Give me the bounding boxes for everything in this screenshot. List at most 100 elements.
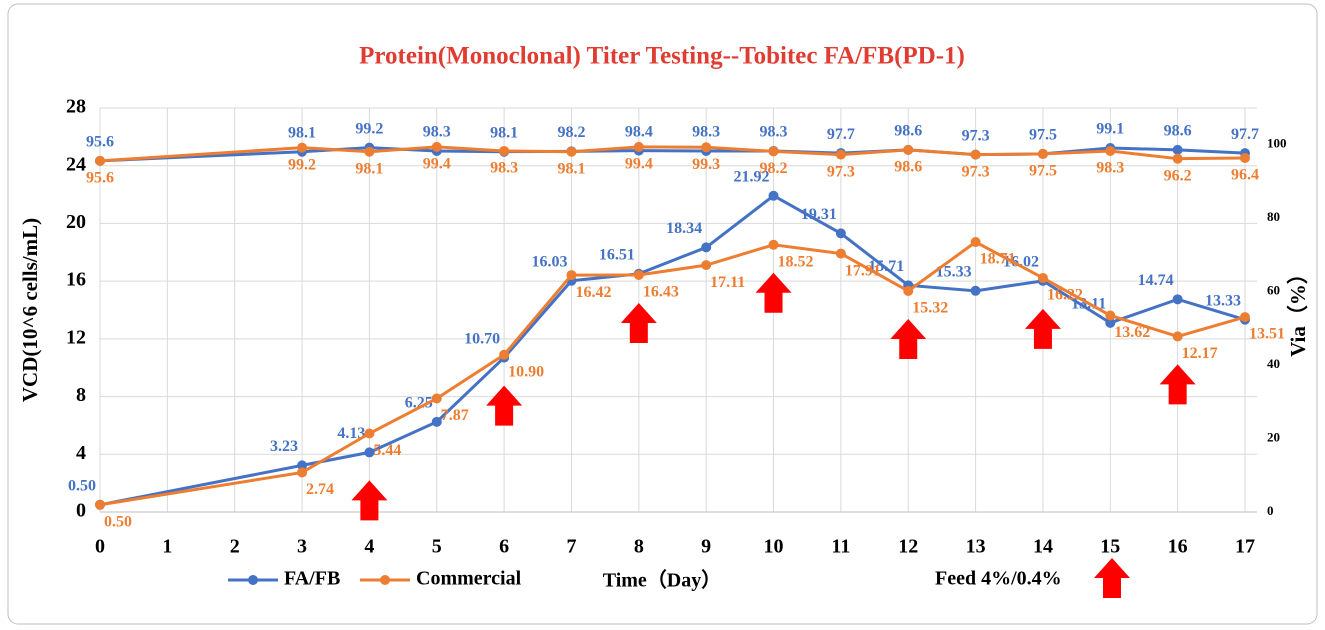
data-label: 3.23 xyxy=(270,438,298,455)
data-label: 97.3 xyxy=(962,163,990,180)
data-point xyxy=(1037,272,1048,283)
data-label: 98.3 xyxy=(692,124,720,141)
legend-label: Commercial xyxy=(416,568,522,590)
data-label: 98.3 xyxy=(1096,160,1124,177)
data-label: 10.70 xyxy=(464,330,500,347)
data-point xyxy=(431,416,442,427)
feed-arrow xyxy=(351,480,388,521)
x-tick-label: 15 xyxy=(1100,536,1120,558)
chart-frame xyxy=(7,3,1318,625)
data-point xyxy=(835,149,846,160)
data-label: 15.71 xyxy=(868,258,904,275)
feed-arrow xyxy=(486,385,523,426)
y2-tick-label: 60 xyxy=(1267,283,1280,298)
y-tick-label: 8 xyxy=(76,384,86,406)
data-label: 6.25 xyxy=(405,394,433,411)
data-label: 0.50 xyxy=(104,513,132,530)
data-point xyxy=(566,146,577,157)
x-tick-label: 3 xyxy=(297,536,307,558)
data-label: 97.7 xyxy=(827,126,855,143)
series-line xyxy=(99,240,1246,507)
data-point xyxy=(633,269,644,280)
chart-title: Protein(Monoclonal) Titer Testing--Tobit… xyxy=(359,43,965,70)
data-label: 98.3 xyxy=(423,124,451,141)
data-label: 97.3 xyxy=(827,163,855,180)
data-point xyxy=(903,285,914,296)
data-label: 98.6 xyxy=(894,123,922,140)
y2-tick-label: 20 xyxy=(1267,430,1280,445)
feed-legend-arrow xyxy=(1094,558,1130,598)
data-point xyxy=(701,260,712,271)
data-point xyxy=(1105,310,1116,321)
data-label: 21.92 xyxy=(734,168,770,185)
data-point xyxy=(297,467,308,478)
legend-marker xyxy=(248,575,258,585)
data-point xyxy=(1172,331,1183,342)
data-label: 0.50 xyxy=(68,477,96,494)
feed-label: Feed 4%/0.4% xyxy=(935,568,1062,590)
y-tick-label: 4 xyxy=(76,442,86,464)
data-point xyxy=(701,142,712,153)
data-point xyxy=(95,155,105,166)
data-label: 10.90 xyxy=(508,363,544,380)
data-point xyxy=(768,146,779,157)
data-label: 99.3 xyxy=(692,156,720,173)
feed-arrow xyxy=(1159,364,1196,405)
data-point xyxy=(364,146,375,157)
data-point xyxy=(95,499,105,510)
data-point xyxy=(768,239,779,250)
y-tick-label: 16 xyxy=(66,269,86,291)
x-tick-label: 1 xyxy=(162,536,172,558)
data-label: 98.1 xyxy=(490,124,518,141)
y-tick-label: 0 xyxy=(76,500,86,522)
data-label: 17.91 xyxy=(845,262,881,279)
data-point xyxy=(903,144,914,155)
data-point xyxy=(566,270,577,281)
data-point xyxy=(1037,148,1048,159)
data-point xyxy=(768,190,779,201)
data-label: 16.22 xyxy=(1047,287,1083,304)
data-point xyxy=(1240,312,1250,323)
data-label: 98.3 xyxy=(760,124,788,141)
data-point xyxy=(1172,153,1183,164)
x-tick-label: 4 xyxy=(364,536,374,558)
data-label: 18.52 xyxy=(778,253,814,270)
data-label: 18.71 xyxy=(980,251,1016,268)
data-point xyxy=(1105,317,1116,328)
data-label: 98.6 xyxy=(1164,123,1192,140)
data-point xyxy=(431,393,442,404)
data-label: 98.2 xyxy=(557,124,585,141)
feed-arrow xyxy=(1024,308,1061,349)
data-label: 17.11 xyxy=(710,274,745,291)
data-point xyxy=(701,242,712,253)
y2-tick-label: 40 xyxy=(1267,356,1280,371)
data-point xyxy=(970,285,981,296)
data-label: 98.1 xyxy=(557,160,585,177)
data-label: 95.6 xyxy=(86,170,114,187)
data-label: 16.03 xyxy=(531,253,567,270)
x-tick-label: 8 xyxy=(634,536,644,558)
y-tick-label: 12 xyxy=(66,326,86,348)
data-point xyxy=(364,447,375,458)
y-tick-label: 28 xyxy=(66,96,86,118)
y-axis-label: VCD(10^6 cells/mL) xyxy=(18,218,42,402)
data-label: 99.4 xyxy=(625,156,653,173)
data-label: 98.3 xyxy=(490,160,518,177)
data-point xyxy=(297,142,308,153)
data-label: 14.74 xyxy=(1138,272,1174,289)
x-axis-label: Time（Day） xyxy=(603,569,722,592)
x-tick-label: 6 xyxy=(499,536,509,558)
data-label: 99.2 xyxy=(355,120,383,137)
data-label: 4.13 xyxy=(337,425,365,442)
data-point xyxy=(970,237,981,248)
x-tick-label: 17 xyxy=(1235,536,1255,558)
data-point xyxy=(499,349,510,360)
data-label: 18.34 xyxy=(666,220,702,237)
data-label: 99.2 xyxy=(288,156,316,173)
x-tick-label: 16 xyxy=(1168,536,1188,558)
data-label: 13.33 xyxy=(1205,292,1241,309)
feed-arrow xyxy=(755,272,792,313)
x-tick-label: 9 xyxy=(701,536,711,558)
y2-axis-label: Via（%） xyxy=(1286,263,1310,357)
feed-arrow xyxy=(620,302,657,343)
